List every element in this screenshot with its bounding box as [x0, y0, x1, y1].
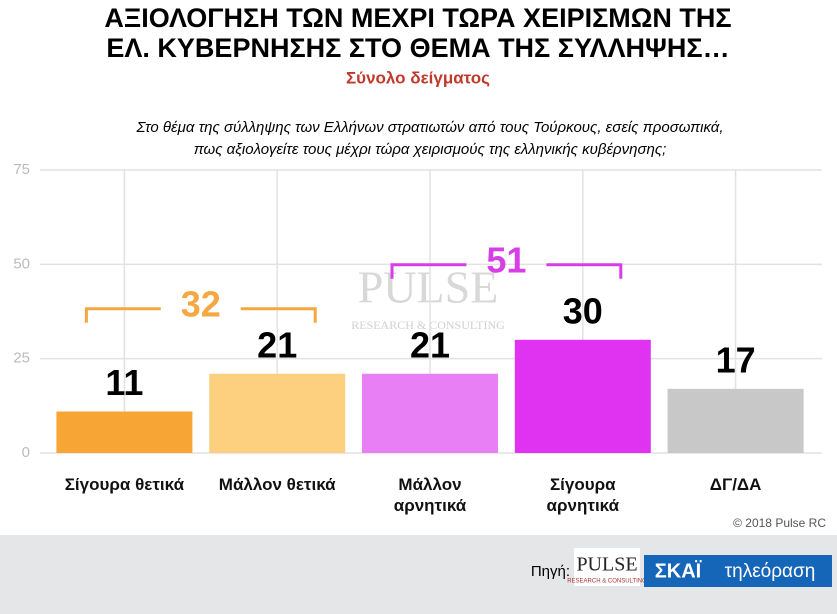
y-tick-label: 50 [13, 255, 30, 272]
value-label: 30 [563, 290, 603, 331]
logo-sub: τηλεόραση [725, 561, 816, 582]
bracket-label: 32 [181, 283, 221, 324]
value-label: 11 [105, 362, 143, 403]
bar [514, 339, 651, 453]
y-tick-label: 75 [13, 161, 30, 178]
logo: PULSE [576, 554, 637, 576]
bracket [390, 263, 623, 279]
x-tick-label: Μάλλον θετικά [218, 475, 336, 494]
bar [667, 388, 804, 453]
logo: ΣΚΑΪ [655, 559, 702, 582]
copyright: © 2018 Pulse RC [733, 516, 826, 530]
chart-title: ΑΞΙΟΛΟΓΗΣΗ ΤΩΝ ΜΕΧΡΙ ΤΩΡΑ ΧΕΙΡΙΣΜΩΝ ΤΗΣ [104, 3, 731, 33]
value-label: 17 [716, 339, 756, 380]
source-label: Πηγή: [531, 563, 570, 580]
logo-sub: RESEARCH & CONSULTING [567, 579, 647, 585]
y-tick-label: 0 [22, 444, 30, 461]
value-label: 21 [410, 324, 450, 365]
question: Στο θέμα της σύλληψης των Ελλήνων στρατι… [135, 119, 723, 136]
x-tick-label: Σίγουρα θετικά [64, 475, 185, 494]
chart-title: ΕΛ. ΚΥΒΕΡΝΗΣΗΣ ΣΤΟ ΘΕΜΑ ΤΗΣ ΣΥΛΛΗΨΗΣ… [106, 33, 729, 63]
x-tick-label: Μάλλον αρνητικά [393, 475, 467, 515]
chart-subtitle: Σύνολο δείγματος [346, 68, 490, 87]
watermark-sub: RESEARCH & CONSULTING [351, 318, 505, 332]
logo-box [644, 555, 832, 587]
watermark: PULSE [358, 262, 499, 313]
question: πως αξιολογείτε τους μέχρι τώρα χειρισμο… [194, 141, 667, 158]
value-label: 21 [257, 324, 297, 365]
x-tick-label: ΔΓ/ΔΑ [709, 475, 762, 494]
bar [56, 411, 193, 453]
bar [362, 373, 498, 453]
bracket-label: 51 [486, 239, 526, 280]
x-tick-label: Σίγουρα αρνητικά [546, 475, 620, 515]
bar [209, 373, 346, 453]
logo-box [574, 548, 640, 586]
bracket [84, 307, 317, 323]
y-tick-label: 25 [13, 350, 30, 367]
